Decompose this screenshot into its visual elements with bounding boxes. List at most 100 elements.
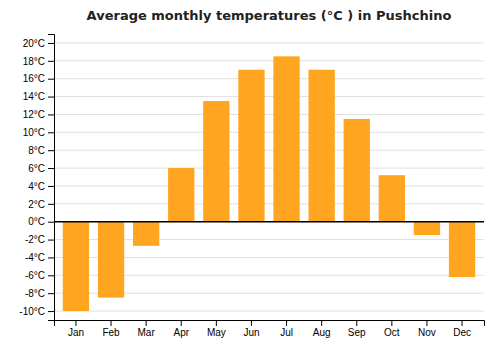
x-tick: Feb bbox=[102, 320, 120, 338]
x-tick: Oct bbox=[384, 320, 400, 338]
y-tick-mark bbox=[48, 114, 54, 115]
x-axis: Jan Feb Mar Apr May Jun Jul Aug Sep Oct Nov Dec bbox=[55, 320, 485, 338]
grid-line bbox=[54, 168, 484, 169]
bar bbox=[133, 222, 159, 246]
y-tick-mark bbox=[48, 222, 54, 223]
y-tick-label: 10°C bbox=[23, 127, 45, 138]
x-tick-mark bbox=[75, 320, 76, 326]
grid-line bbox=[54, 132, 484, 133]
x-tick-mark bbox=[356, 320, 357, 326]
x-tick-label: Dec bbox=[453, 327, 471, 338]
y-tick: -8°C bbox=[25, 288, 54, 299]
x-tick: Nov bbox=[418, 320, 436, 338]
y-tick-mark bbox=[48, 150, 54, 151]
y-tick-label: -6°C bbox=[25, 270, 45, 281]
x-tick: Mar bbox=[138, 320, 156, 338]
x-tick-mark bbox=[181, 320, 182, 326]
bar bbox=[379, 175, 405, 221]
grid-line bbox=[54, 311, 484, 312]
y-tick: -10°C bbox=[19, 306, 54, 317]
y-tick-mark bbox=[48, 168, 54, 169]
y-axis: -10°C-8°C-6°C-4°C-2°C0°C2°C4°C6°C8°C10°C… bbox=[19, 35, 54, 321]
x-tick-label: Feb bbox=[102, 327, 120, 338]
bar bbox=[203, 101, 229, 222]
x-tick: Jan bbox=[68, 320, 84, 338]
zero-line bbox=[54, 221, 484, 223]
y-tick-label: 12°C bbox=[23, 109, 45, 120]
y-tick-label: 18°C bbox=[23, 56, 45, 67]
y-tick: 8°C bbox=[28, 145, 54, 156]
bar bbox=[344, 119, 370, 222]
x-tick-mark bbox=[216, 320, 217, 326]
y-tick-mark bbox=[48, 240, 54, 241]
chart-svg: -10°C-8°C-6°C-4°C-2°C0°C2°C4°C6°C8°C10°C… bbox=[0, 0, 500, 350]
x-tick-mark bbox=[111, 320, 112, 326]
y-tick-label: -10°C bbox=[19, 306, 45, 317]
bar bbox=[238, 70, 264, 222]
grid bbox=[54, 43, 484, 311]
bar bbox=[308, 70, 334, 222]
y-tick-mark bbox=[48, 79, 54, 80]
grid-line bbox=[54, 185, 484, 186]
y-tick-mark bbox=[48, 204, 54, 205]
x-tick-label: Jul bbox=[280, 327, 293, 338]
grid-line bbox=[54, 221, 484, 222]
y-tick-mark bbox=[48, 275, 54, 276]
y-tick: 2°C bbox=[28, 199, 54, 210]
y-tick-label: 6°C bbox=[28, 163, 45, 174]
y-axis-line bbox=[48, 35, 55, 321]
y-tick-label: 0°C bbox=[28, 216, 45, 227]
y-tick: 10°C bbox=[23, 127, 54, 138]
x-tick-label: Mar bbox=[138, 327, 156, 338]
x-tick: Apr bbox=[173, 320, 189, 338]
bar bbox=[168, 168, 194, 222]
x-tick-mark bbox=[426, 320, 427, 326]
x-tick-mark bbox=[146, 320, 147, 326]
x-tick: Jul bbox=[280, 320, 293, 338]
x-tick-label: Jun bbox=[243, 327, 259, 338]
x-tick-mark bbox=[286, 320, 287, 326]
x-tick-mark bbox=[391, 320, 392, 326]
y-tick-mark bbox=[48, 61, 54, 62]
grid-line bbox=[54, 96, 484, 97]
y-tick-mark bbox=[48, 293, 54, 294]
y-tick-mark bbox=[48, 97, 54, 98]
grid-line bbox=[54, 42, 484, 43]
x-tick-label: Oct bbox=[384, 327, 400, 338]
x-tick-label: Sep bbox=[348, 327, 366, 338]
y-tick-label: 14°C bbox=[23, 91, 45, 102]
y-tick-label: -4°C bbox=[25, 252, 45, 263]
y-tick: 16°C bbox=[23, 73, 54, 84]
x-tick-mark bbox=[321, 320, 322, 326]
y-tick: 0°C bbox=[28, 216, 54, 227]
y-tick-label: 8°C bbox=[28, 145, 45, 156]
y-tick: 18°C bbox=[23, 56, 54, 67]
bar bbox=[98, 222, 124, 298]
grid-line bbox=[54, 78, 484, 79]
plot-area: -10°C-8°C-6°C-4°C-2°C0°C2°C4°C6°C8°C10°C… bbox=[19, 35, 484, 339]
x-tick-label: Jan bbox=[68, 327, 84, 338]
x-tick-mark bbox=[462, 320, 463, 326]
y-tick-mark bbox=[48, 132, 54, 133]
y-tick-label: -2°C bbox=[25, 234, 45, 245]
bar bbox=[449, 222, 475, 277]
y-tick-label: -8°C bbox=[25, 288, 45, 299]
x-tick: Dec bbox=[453, 320, 471, 338]
y-tick: -6°C bbox=[25, 270, 54, 281]
y-tick: -4°C bbox=[25, 252, 54, 263]
y-tick-mark bbox=[48, 257, 54, 258]
grid-line bbox=[54, 60, 484, 61]
y-tick: 14°C bbox=[23, 91, 54, 102]
y-tick-mark bbox=[48, 311, 54, 312]
bar bbox=[414, 222, 440, 235]
title: Average monthly temperatures (°C ) in Pu… bbox=[87, 8, 452, 23]
x-tick: Aug bbox=[313, 320, 331, 338]
y-tick: 20°C bbox=[23, 38, 54, 49]
x-tick-label: May bbox=[207, 327, 226, 338]
x-tick: Sep bbox=[348, 320, 366, 338]
y-tick: 6°C bbox=[28, 163, 54, 174]
bars bbox=[54, 56, 484, 311]
y-tick-label: 16°C bbox=[23, 73, 45, 84]
y-tick-label: 2°C bbox=[28, 199, 45, 210]
x-tick: Jun bbox=[243, 320, 259, 338]
